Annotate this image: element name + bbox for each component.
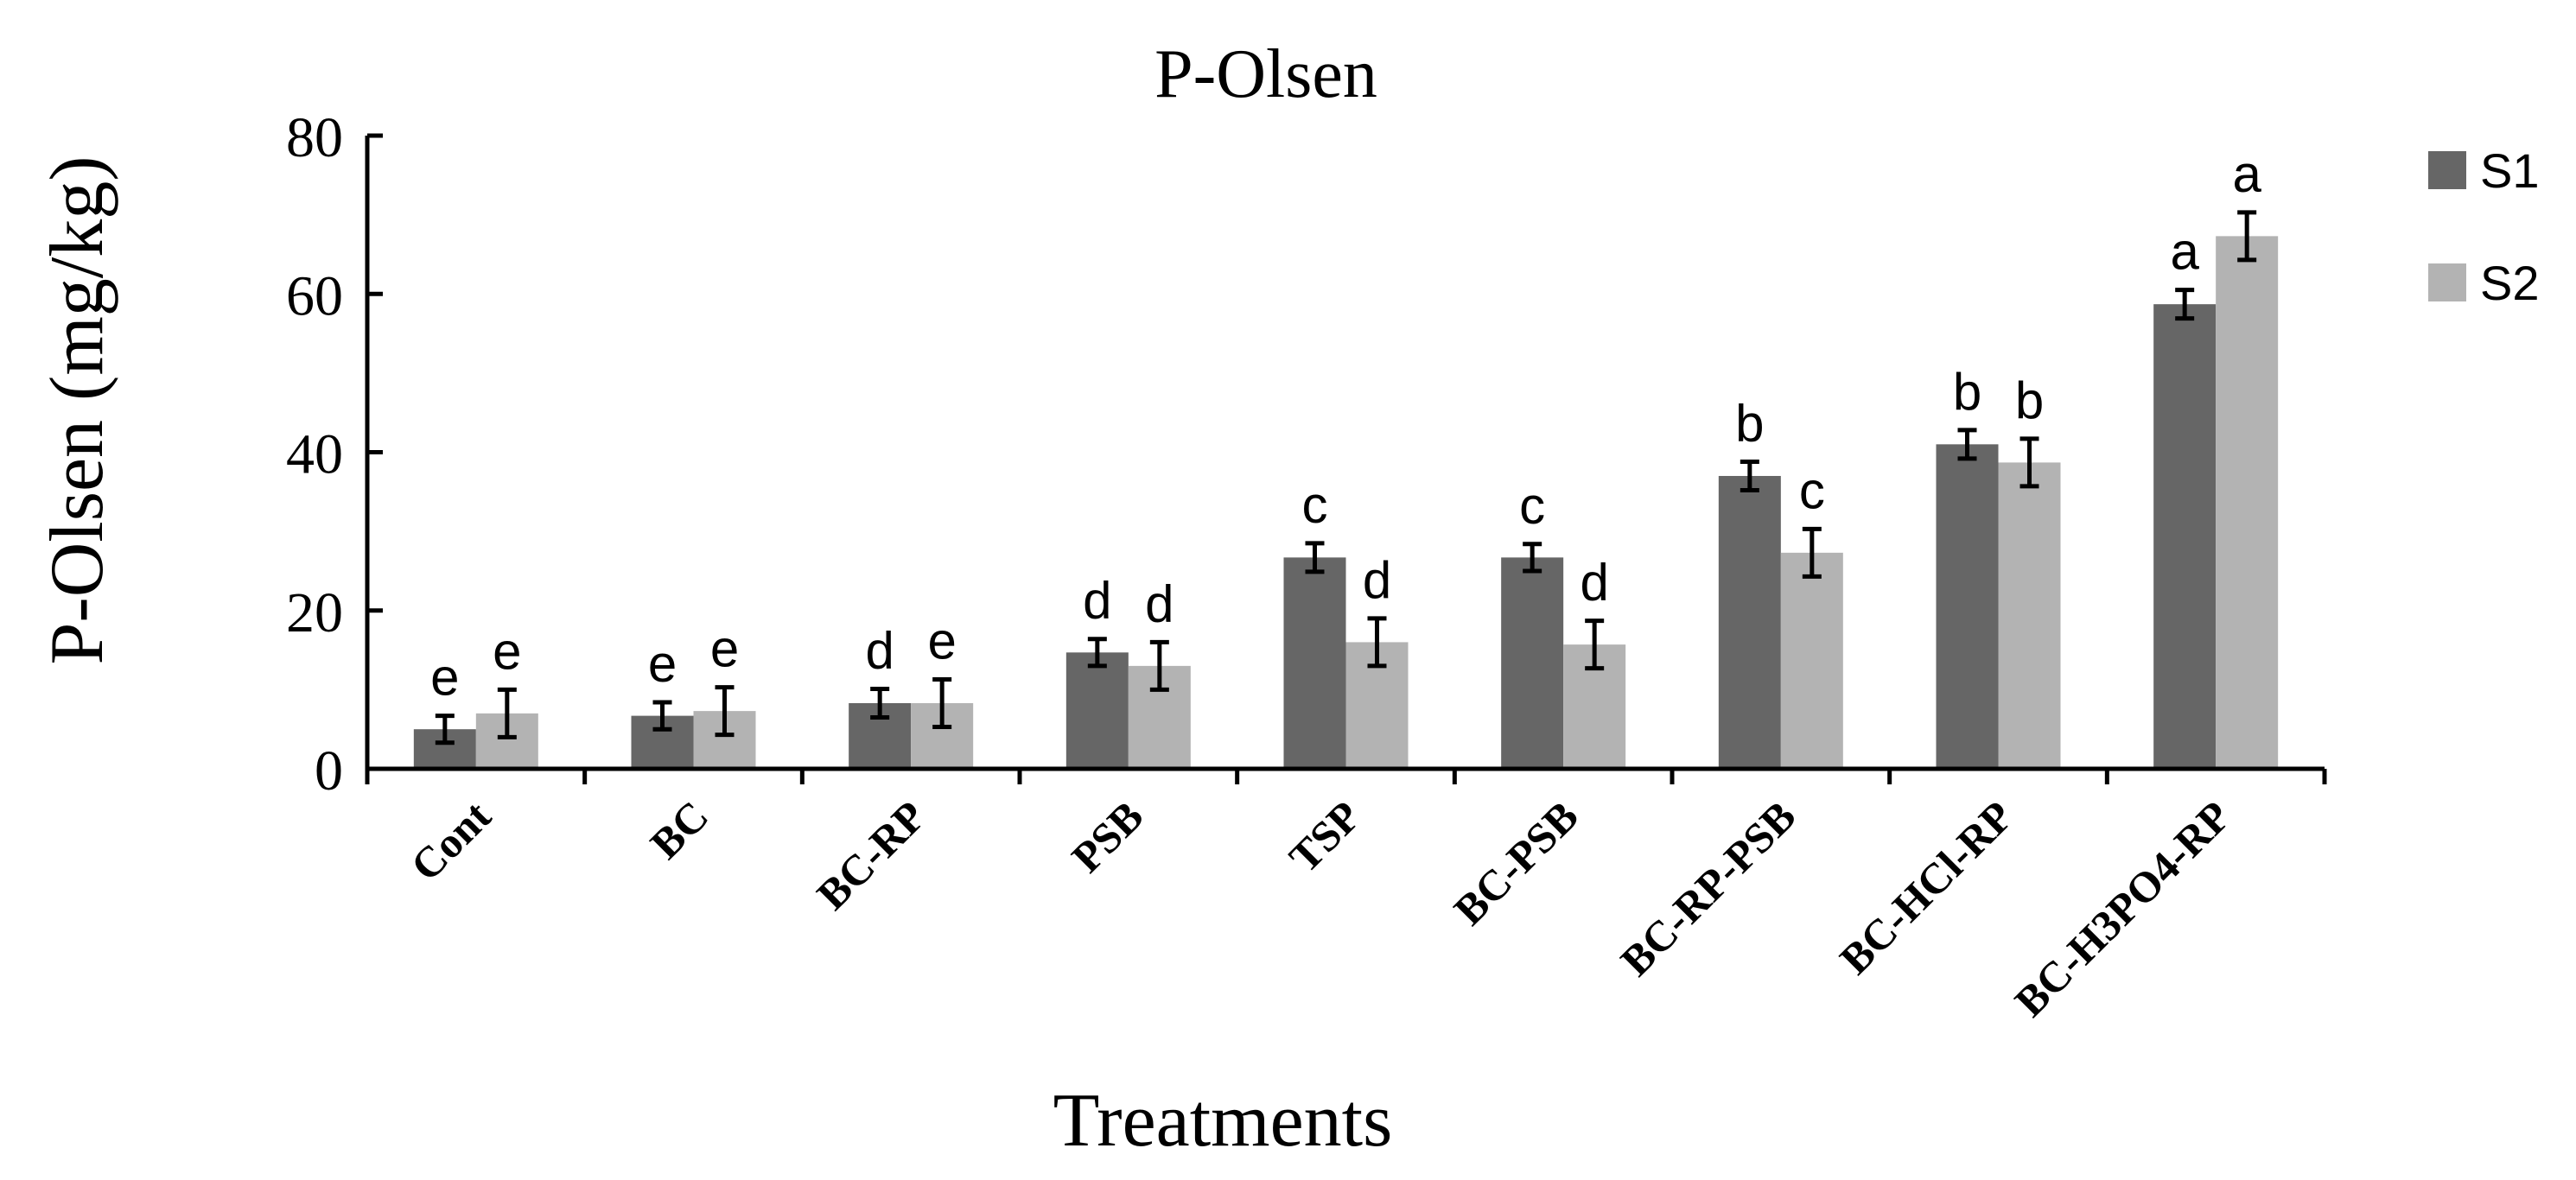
x-tick-label-7: BC-RP-PSB <box>1611 791 1804 985</box>
y-tick-label-5: 80 <box>286 106 343 169</box>
bar-s1-6 <box>1501 557 1564 769</box>
x-tick-label-6: BC-PSB <box>1445 791 1587 934</box>
x-tick-label-1: Cont <box>401 791 499 890</box>
significance-letter-s2-1: e <box>493 622 521 680</box>
bar-s2-8 <box>1998 462 2061 769</box>
legend-swatch-s2 <box>2428 263 2466 301</box>
bar-s1-8 <box>1936 444 1999 769</box>
y-axis-label: P-Olsen (mg/kg) <box>35 155 119 664</box>
y-tick-label-2: 20 <box>286 581 343 644</box>
bar-s2-9 <box>2216 236 2279 769</box>
significance-letter-s1-5: c <box>1302 476 1328 534</box>
x-tick-label-2: BC <box>641 791 718 868</box>
x-tick-label-5: TSP <box>1280 791 1370 881</box>
chart-title: P-Olsen <box>1154 36 1377 112</box>
significance-letter-s2-7: c <box>1799 461 1825 519</box>
significance-letter-s1-9: a <box>2170 223 2199 281</box>
x-tick-label-3: BC-RP <box>807 791 935 919</box>
y-tick-label-4: 60 <box>286 264 343 327</box>
bar-s1-9 <box>2153 304 2217 769</box>
x-tick-label-9: BC-H3PO4-RP <box>2006 791 2240 1025</box>
significance-letter-s2-8: b <box>2015 371 2044 429</box>
significance-letter-s2-3: e <box>927 612 956 669</box>
legend-label-s1: S1 <box>2480 143 2540 198</box>
x-tick-label-8: BC-HCl-RP <box>1830 791 2022 983</box>
bar-s1-5 <box>1283 557 1346 769</box>
bar-s1-4 <box>1065 652 1129 769</box>
significance-letter-s2-4: d <box>1145 574 1174 632</box>
significance-letter-s2-2: e <box>710 620 739 678</box>
y-tick-label-1: 0 <box>315 739 343 803</box>
significance-letter-s1-4: d <box>1083 572 1111 630</box>
x-tick-label-4: PSB <box>1062 791 1152 881</box>
x-axis-label: Treatments <box>1053 1079 1393 1163</box>
bar-s1-7 <box>1718 475 1781 769</box>
significance-letter-s2-9: a <box>2232 145 2261 203</box>
legend-label-s2: S2 <box>2480 256 2540 310</box>
bar-s2-7 <box>1780 552 1843 769</box>
significance-letter-s1-6: c <box>1519 477 1545 535</box>
significance-letter-s1-2: e <box>648 635 677 693</box>
significance-letter-s1-1: e <box>430 649 459 707</box>
y-tick-label-3: 40 <box>286 423 343 486</box>
legend-swatch-s1 <box>2428 151 2466 189</box>
significance-letter-s2-5: d <box>1363 551 1391 609</box>
legend: S1 S2 <box>2428 143 2540 310</box>
significance-letter-s1-3: d <box>865 621 894 679</box>
significance-letter-s1-7: b <box>1735 394 1764 452</box>
significance-letter-s1-8: b <box>1953 363 1981 421</box>
significance-letter-s2-6: d <box>1580 554 1608 612</box>
